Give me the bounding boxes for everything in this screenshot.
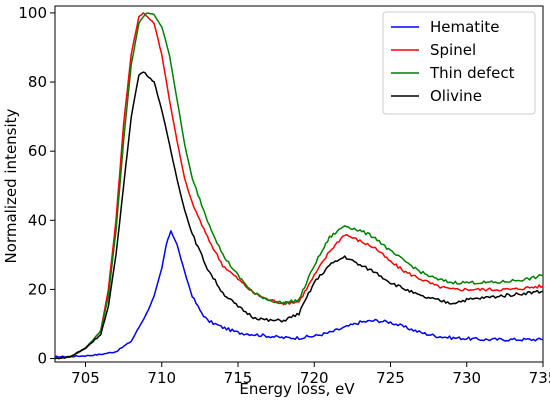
legend-label: Hematite — [430, 18, 499, 36]
x-tick-label: 735 — [529, 369, 550, 387]
legend-box — [382, 11, 536, 115]
ticks-layer: 705 710 715 720 725 730 735 0 20 40 60 80 100 — [18, 4, 550, 387]
y-tick-label: 0 — [37, 350, 47, 368]
legend-label: Spinel — [430, 41, 476, 59]
series-line-hematite — [54, 230, 544, 358]
y-tick-label: 40 — [28, 211, 47, 229]
y-tick-label: 60 — [28, 142, 47, 160]
legend-label: Thin defect — [429, 64, 515, 82]
x-axis-label: Energy loss, eV — [239, 380, 355, 398]
series-layer — [54, 12, 544, 360]
legend: Hematite Spinel Thin defect Olivine — [382, 11, 536, 115]
x-tick-label: 715 — [224, 369, 253, 387]
plot-frame — [54, 5, 544, 363]
series-line-thin-defect — [54, 12, 544, 360]
series-line-olivine — [54, 71, 544, 360]
y-tick-label: 20 — [28, 280, 47, 298]
x-tick-label: 725 — [376, 369, 405, 387]
x-tick-label: 730 — [452, 369, 481, 387]
x-tick-label: 705 — [71, 369, 100, 387]
series-line-spinel — [54, 12, 544, 360]
y-tick-label: 100 — [18, 4, 47, 22]
legend-label: Olivine — [430, 87, 482, 105]
x-tick-label: 710 — [147, 369, 176, 387]
x-tick-label: 720 — [300, 369, 329, 387]
y-tick-label: 80 — [28, 73, 47, 91]
axis-frame — [54, 5, 544, 363]
y-axis-label: Normalized intensity — [2, 108, 20, 263]
